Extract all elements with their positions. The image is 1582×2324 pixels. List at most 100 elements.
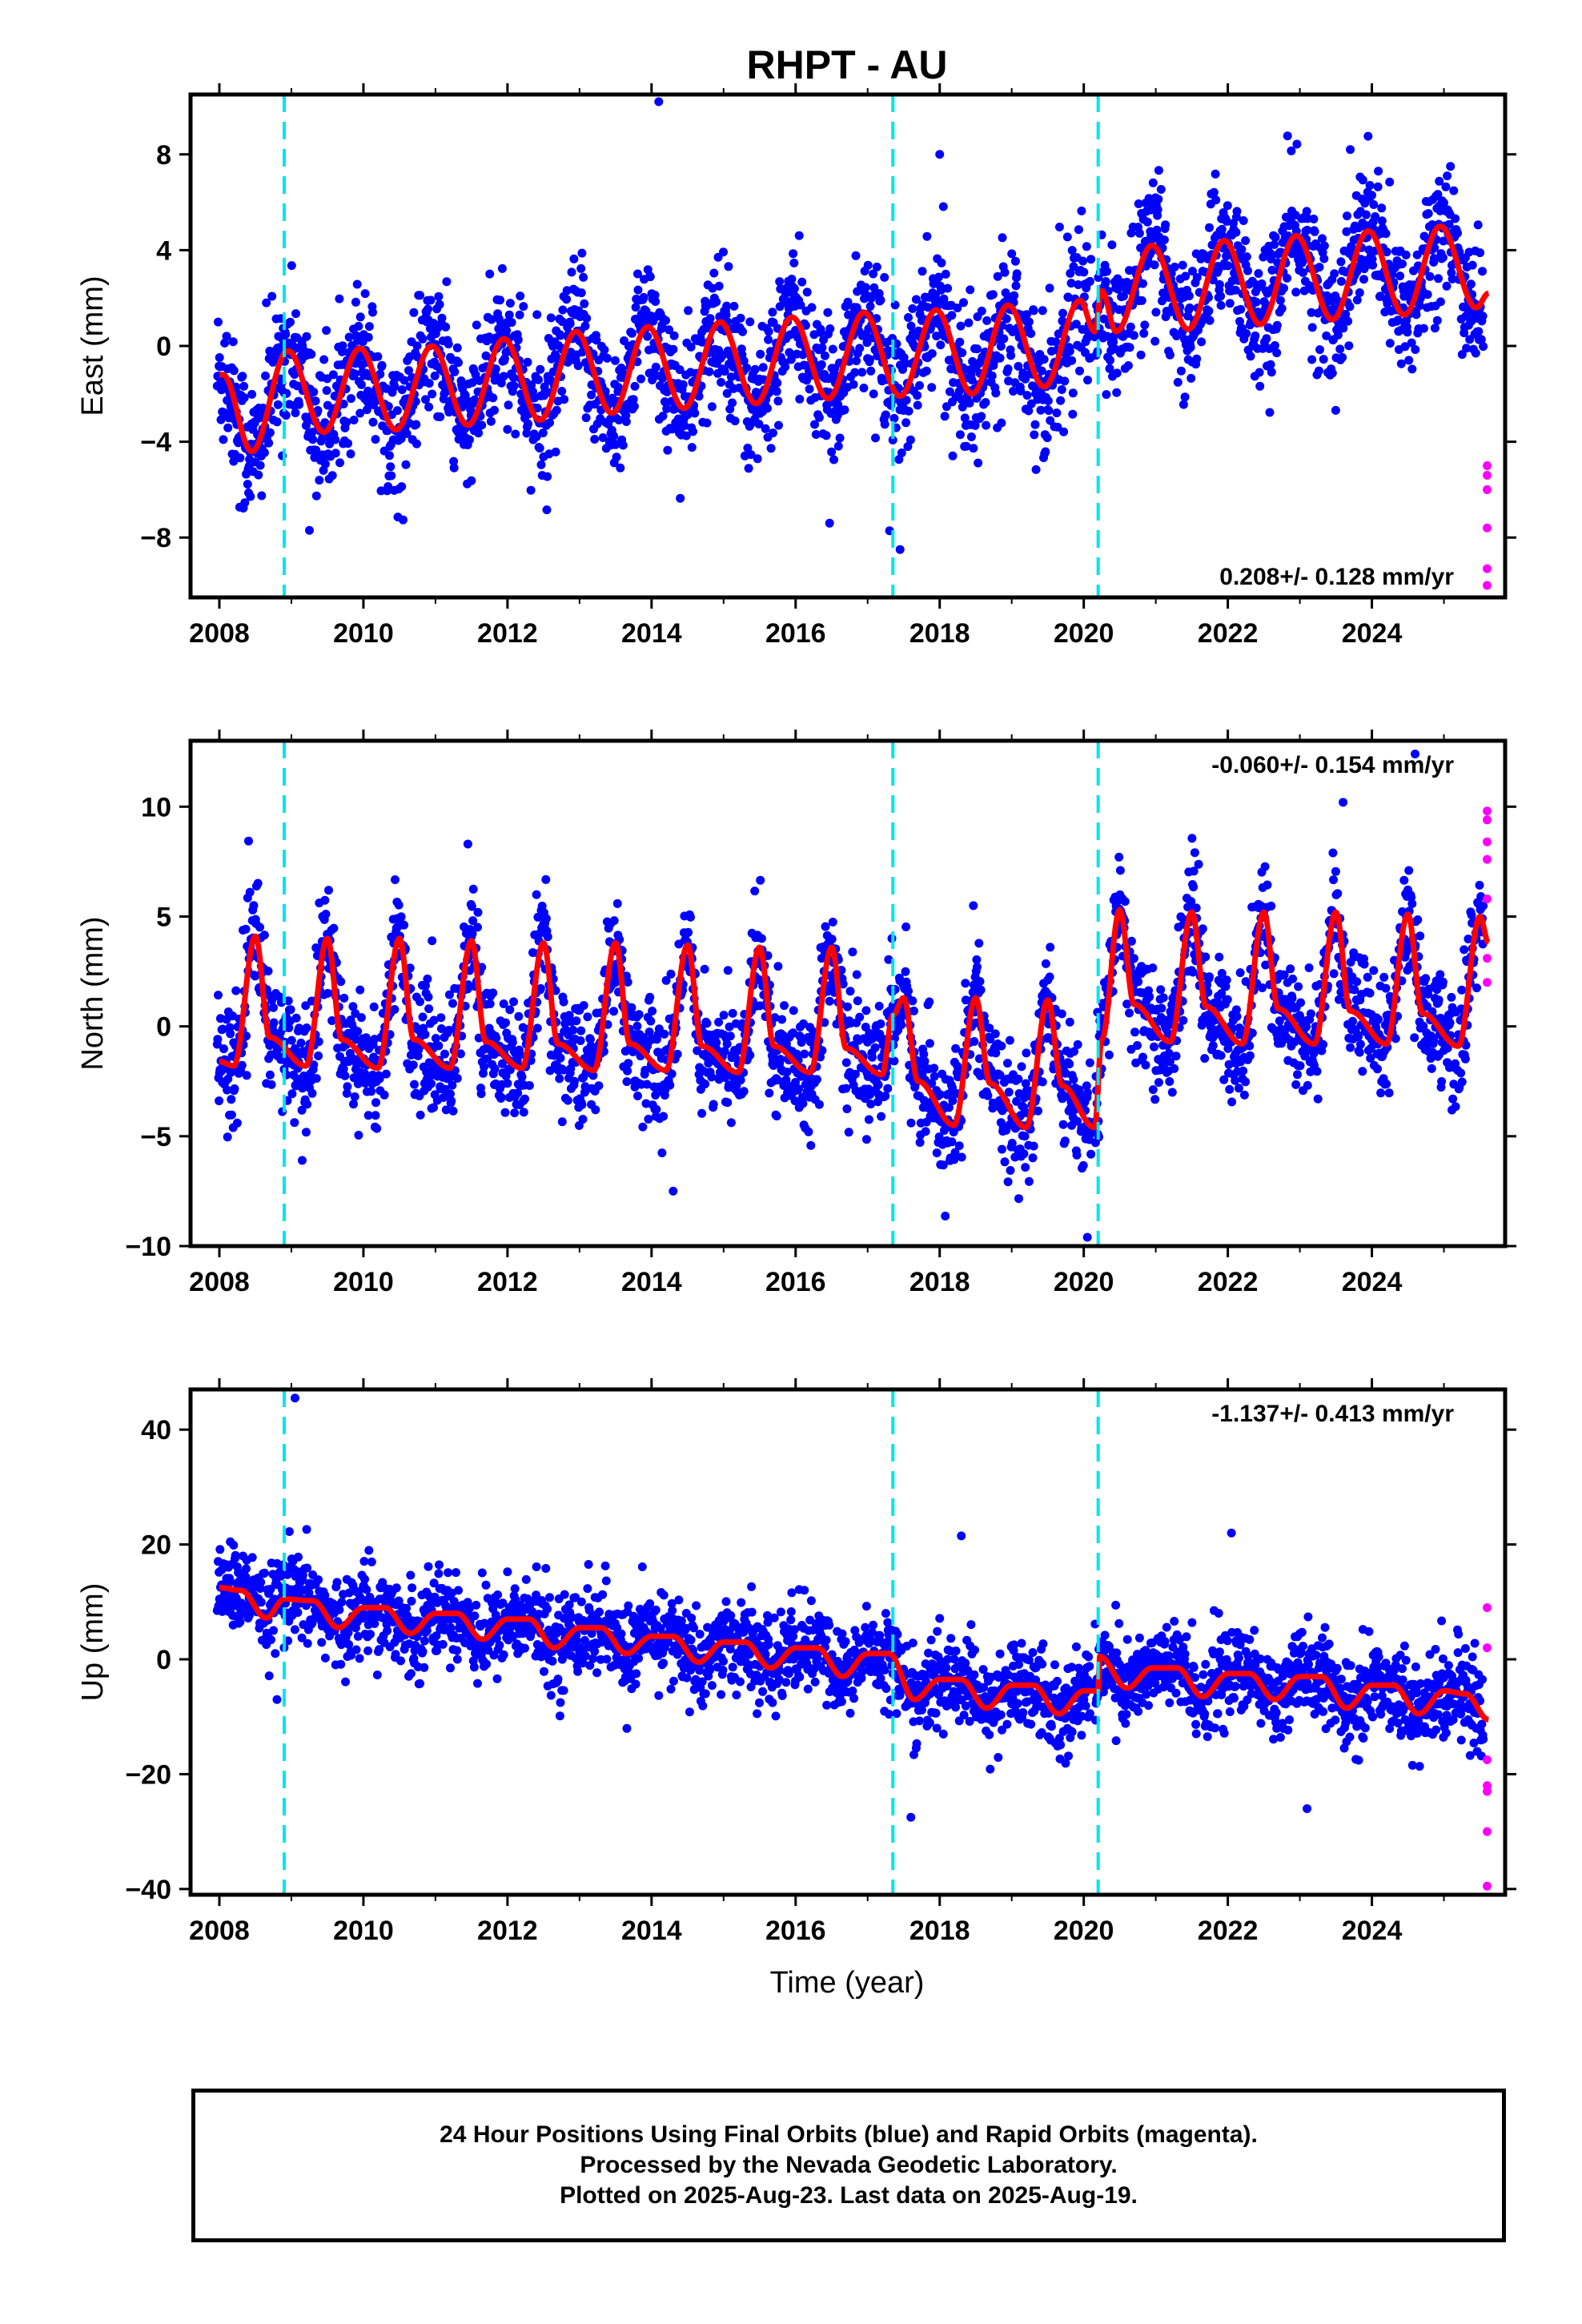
east-data-point — [235, 453, 245, 463]
north-data-point — [296, 1038, 306, 1047]
north-data-point — [473, 907, 483, 917]
east-data-point — [946, 387, 954, 396]
east-data-point — [1400, 342, 1410, 352]
east-outlier-point — [895, 545, 905, 554]
east-data-point — [1423, 209, 1433, 219]
east-data-point — [694, 392, 704, 401]
east-data-point — [557, 387, 567, 396]
north-data-point — [825, 996, 834, 1006]
east-data-point — [1478, 267, 1487, 276]
east-data-point — [761, 424, 770, 433]
north-data-point — [287, 1035, 296, 1045]
east-data-point — [1068, 409, 1078, 419]
north-data-point — [286, 1005, 295, 1015]
north-data-point — [954, 1072, 962, 1082]
north-data-point — [773, 962, 783, 971]
east-data-point — [1419, 324, 1428, 333]
east-data-point — [817, 360, 826, 369]
north-data-point — [1085, 1058, 1094, 1068]
east-data-point — [880, 420, 889, 429]
north-data-point — [951, 1043, 961, 1053]
east-data-point — [906, 321, 916, 331]
north-data-point — [1245, 1051, 1255, 1060]
east-data-point — [681, 431, 691, 440]
east-data-point — [434, 292, 444, 301]
east-data-point — [1277, 304, 1287, 313]
east-data-point — [1341, 309, 1351, 319]
east-data-point — [973, 344, 982, 354]
east-data-point — [863, 260, 873, 270]
east-data-point — [969, 444, 978, 453]
north-data-point — [1073, 1116, 1082, 1126]
north-data-point — [1038, 1077, 1047, 1087]
east-data-point — [363, 332, 373, 342]
north-data-point — [301, 1128, 311, 1137]
north-data-point — [505, 1065, 515, 1075]
east-data-point — [662, 404, 672, 413]
east-data-point — [532, 432, 541, 441]
north-data-point — [447, 1096, 456, 1106]
north-data-point — [327, 1016, 337, 1025]
east-data-point — [894, 455, 904, 464]
north-data-point — [336, 977, 346, 987]
east-data-point — [717, 377, 726, 387]
east-data-point — [355, 408, 365, 418]
east-x-tick-label: 2018 — [909, 618, 970, 649]
north-data-point — [287, 1089, 297, 1099]
north-data-point — [1045, 972, 1054, 982]
north-data-point — [707, 1072, 717, 1082]
east-data-point — [409, 308, 419, 317]
east-data-point — [444, 340, 453, 349]
north-data-point — [241, 924, 251, 934]
east-data-point — [993, 271, 1002, 281]
east-data-point — [669, 344, 678, 354]
east-data-point — [1223, 261, 1233, 271]
east-data-point — [590, 435, 600, 444]
north-data-point — [230, 1084, 239, 1093]
east-data-point — [962, 441, 971, 451]
east-data-point — [229, 366, 239, 376]
east-data-point — [1069, 262, 1078, 271]
north-data-point — [789, 1028, 798, 1038]
east-data-point — [1231, 285, 1240, 295]
north-data-point — [623, 977, 632, 987]
east-data-point — [516, 292, 525, 301]
north-data-point — [329, 923, 339, 933]
east-data-point — [888, 436, 897, 444]
east-data-point — [441, 322, 451, 332]
north-data-point — [609, 1007, 619, 1016]
north-data-point — [1104, 1050, 1114, 1059]
east-data-point — [587, 390, 596, 400]
east-data-point — [1178, 400, 1188, 409]
east-data-point — [354, 321, 363, 331]
east-rapid-orbit-point — [1483, 461, 1492, 471]
east-data-point — [424, 304, 432, 314]
east-data-point — [437, 313, 447, 323]
east-data-point — [753, 454, 762, 464]
east-data-point — [658, 373, 667, 383]
east-data-point — [1377, 203, 1387, 213]
north-data-point — [372, 1124, 382, 1133]
east-data-point — [1223, 201, 1232, 211]
north-data-point — [666, 969, 676, 979]
east-data-point — [247, 389, 257, 399]
east-data-point — [362, 405, 371, 415]
east-data-point — [1291, 287, 1301, 297]
east-data-point — [1307, 308, 1316, 317]
east-data-point — [661, 316, 670, 325]
east-data-point — [1083, 376, 1092, 385]
north-data-point — [356, 1013, 366, 1023]
east-data-point — [1205, 223, 1214, 232]
north-data-point — [227, 1110, 236, 1120]
east-data-point — [368, 417, 378, 427]
north-data-point — [485, 999, 495, 1008]
east-data-point — [565, 319, 575, 328]
east-data-point — [828, 344, 837, 354]
east-data-point — [829, 455, 838, 464]
north-data-point — [559, 997, 568, 1007]
east-data-point — [1205, 316, 1215, 325]
east-data-point — [1074, 280, 1083, 289]
east-data-point — [1466, 279, 1476, 289]
north-data-point — [505, 1005, 515, 1015]
east-data-point — [582, 314, 592, 323]
